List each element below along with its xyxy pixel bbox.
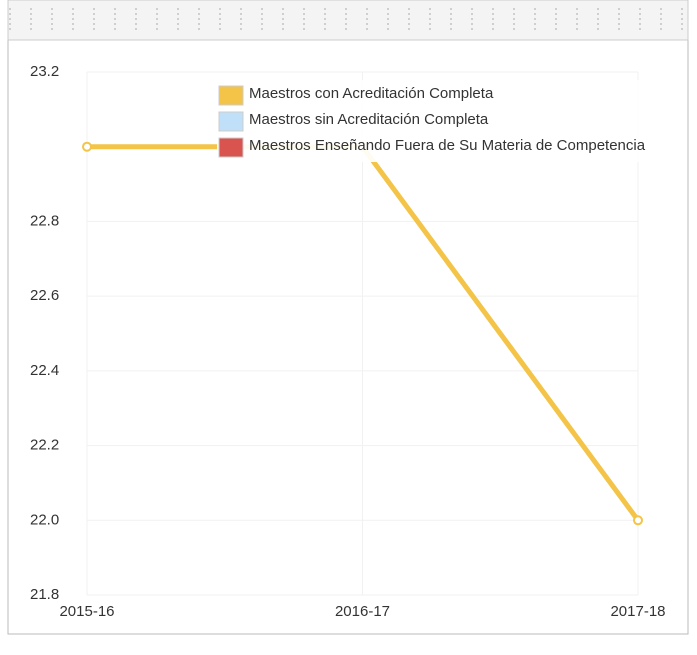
y-tick-label: 22.8 [30,212,59,229]
x-tick-label: 2016-17 [335,603,390,620]
y-tick-label: 22.2 [30,437,59,454]
legend-label: Maestros sin Acreditación Completa [249,111,489,128]
data-point [633,515,643,526]
y-tick-label: 22.4 [30,362,59,379]
legend-swatch [218,85,244,106]
y-tick-label: 21.8 [30,586,59,603]
legend-swatch [218,137,244,158]
data-point [82,141,92,152]
y-tick-label: 22.6 [30,287,59,304]
legend-background [217,80,675,162]
legend-swatch [218,111,244,132]
y-tick-label: 23.2 [30,63,59,80]
toolbar-ticks [8,0,688,40]
legend-label: Maestros Enseñando Fuera de Su Materia d… [249,137,646,154]
x-tick-label: 2017-18 [610,603,665,620]
x-tick-label: 2015-16 [59,603,114,620]
legend-label: Maestros con Acreditación Completa [249,85,494,102]
y-tick-label: 22.0 [30,511,59,528]
